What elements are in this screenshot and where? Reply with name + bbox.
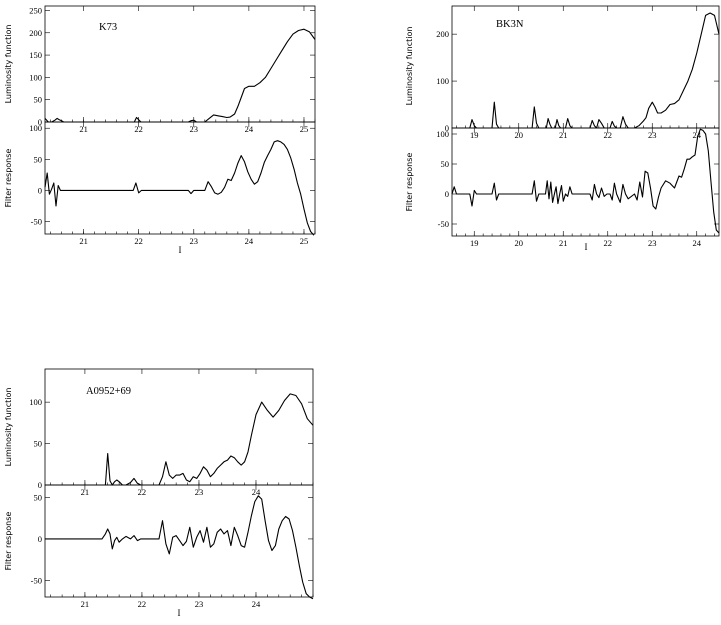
bk3n-xlabel: I [585, 242, 588, 252]
k73-bottom-frame [44, 121, 316, 235]
bk3n-bottom-series-line [451, 128, 720, 234]
k73-top-xtick-label: 25 [300, 124, 309, 134]
panel-bk3n: BK3N Luminosity function Filter response… [405, 5, 720, 252]
k73-top-ytick-label: 250 [29, 5, 42, 15]
k73-bottom-xtick-label: 24 [245, 236, 254, 246]
a0952-top-ytick-label: 50 [34, 439, 43, 449]
a0952-bottom-axes: 21 22 23 24 -50 0 50 [31, 485, 314, 609]
bk3n-bottom-xtick-label: 22 [604, 238, 613, 248]
bk3n-bottom-xtick-label: 20 [515, 238, 524, 248]
k73-title: K73 [99, 22, 117, 33]
k73-top-xtick-label: 21 [79, 124, 88, 134]
k73-top-xtick-label: 24 [245, 124, 254, 134]
bk3n-bottom-axes: 19 20 21 22 23 24 -50 0 50 100 [436, 128, 720, 248]
k73-bottom-ytick-label: 0 [38, 185, 42, 195]
a0952-bottom-ylabel: Filter response [4, 512, 13, 571]
a0952-top-ytick-label: 100 [29, 397, 42, 407]
a0952-bottom-frame [44, 484, 314, 598]
bk3n-top-xtick-label: 19 [470, 130, 479, 140]
k73-top-ytick-label: 50 [34, 95, 43, 105]
bk3n-top-ytick-label: 0 [445, 123, 449, 133]
a0952-top-ytick-label: 0 [38, 480, 42, 490]
bk3n-bottom-ylabel: Filter response [405, 153, 414, 212]
k73-top-ytick-label: 200 [29, 28, 42, 38]
k73-top-series-line [44, 28, 316, 123]
panel-a0952: A0952+69 Luminosity function Filter resp… [4, 368, 314, 618]
k73-bottom-series-line [44, 140, 315, 236]
bk3n-bottom-xtick-label: 23 [648, 238, 657, 248]
bk3n-title: BK3N [496, 19, 524, 30]
bk3n-top-xtick-label: 20 [515, 130, 524, 140]
panel-k73: K73 Luminosity function Filter response … [4, 5, 316, 255]
k73-top-ytick-label: 100 [29, 72, 42, 82]
k73-bottom-xtick-label: 21 [79, 236, 88, 246]
a0952-bottom-ytick-label: 50 [34, 492, 43, 502]
k73-bottom-ytick-label: 50 [34, 154, 43, 164]
k73-bottom-ytick-label: 100 [29, 123, 42, 133]
a0952-bottom-series-line [45, 495, 314, 600]
k73-bottom-xtick-label: 25 [300, 236, 309, 246]
bk3n-bottom-ytick-label: -50 [438, 219, 449, 229]
bk3n-top-frame [451, 5, 720, 129]
a0952-title: A0952+69 [86, 386, 131, 397]
a0952-top-xtick-label: 22 [138, 487, 147, 497]
bk3n-bottom-ytick-label: 50 [441, 159, 450, 169]
k73-bottom-axes: 21 22 23 24 25 -50 0 50 100 [29, 122, 316, 246]
bk3n-top-xtick-label: 24 [693, 130, 702, 140]
k73-bottom-xtick-label: 23 [190, 236, 199, 246]
a0952-bottom-xtick-label: 23 [195, 599, 204, 609]
a0952-top-series-line [45, 393, 314, 486]
a0952-xlabel: I [178, 608, 181, 618]
k73-top-xtick-label: 22 [134, 124, 143, 134]
a0952-bottom-ytick-label: -50 [31, 575, 42, 585]
a0952-top-ylabel: Luminosity function [4, 388, 13, 467]
bk3n-bottom-ytick-label: 0 [445, 189, 449, 199]
k73-bottom-xtick-label: 22 [134, 236, 143, 246]
bk3n-top-ytick-label: 200 [436, 29, 449, 39]
bk3n-top-xtick-label: 21 [559, 130, 568, 140]
a0952-bottom-xtick-label: 24 [252, 599, 261, 609]
a0952-bottom-xtick-label: 22 [138, 599, 147, 609]
bk3n-top-series-line [452, 12, 720, 129]
bk3n-top-xtick-label: 22 [604, 130, 613, 140]
k73-top-frame [44, 5, 316, 123]
k73-top-xtick-label: 23 [190, 124, 199, 134]
a0952-top-xtick-label: 23 [195, 487, 204, 497]
bk3n-bottom-frame [451, 127, 720, 237]
a0952-top-xtick-label: 21 [81, 487, 90, 497]
k73-top-ytick-label: 150 [29, 50, 42, 60]
a0952-top-axes: 21 22 23 24 0 50 100 [29, 369, 314, 497]
bk3n-top-xtick-label: 23 [648, 130, 657, 140]
k73-top-ylabel: Luminosity function [4, 25, 13, 104]
bk3n-bottom-xtick-label: 21 [559, 238, 568, 248]
k73-top-ytick-label: 0 [38, 117, 42, 127]
k73-xlabel: I [179, 245, 182, 255]
bk3n-top-ylabel: Luminosity function [405, 27, 414, 106]
k73-bottom-ytick-label: -50 [31, 217, 42, 227]
bk3n-bottom-ytick-label: 100 [436, 129, 449, 139]
k73-bottom-ylabel: Filter response [4, 149, 13, 208]
a0952-top-xtick-label: 24 [252, 487, 261, 497]
bk3n-top-ytick-label: 100 [436, 76, 449, 86]
a0952-bottom-ytick-label: 0 [38, 534, 42, 544]
bk3n-bottom-xtick-label: 19 [470, 238, 479, 248]
bk3n-bottom-xtick-label: 24 [693, 238, 702, 248]
a0952-bottom-xtick-label: 21 [81, 599, 90, 609]
